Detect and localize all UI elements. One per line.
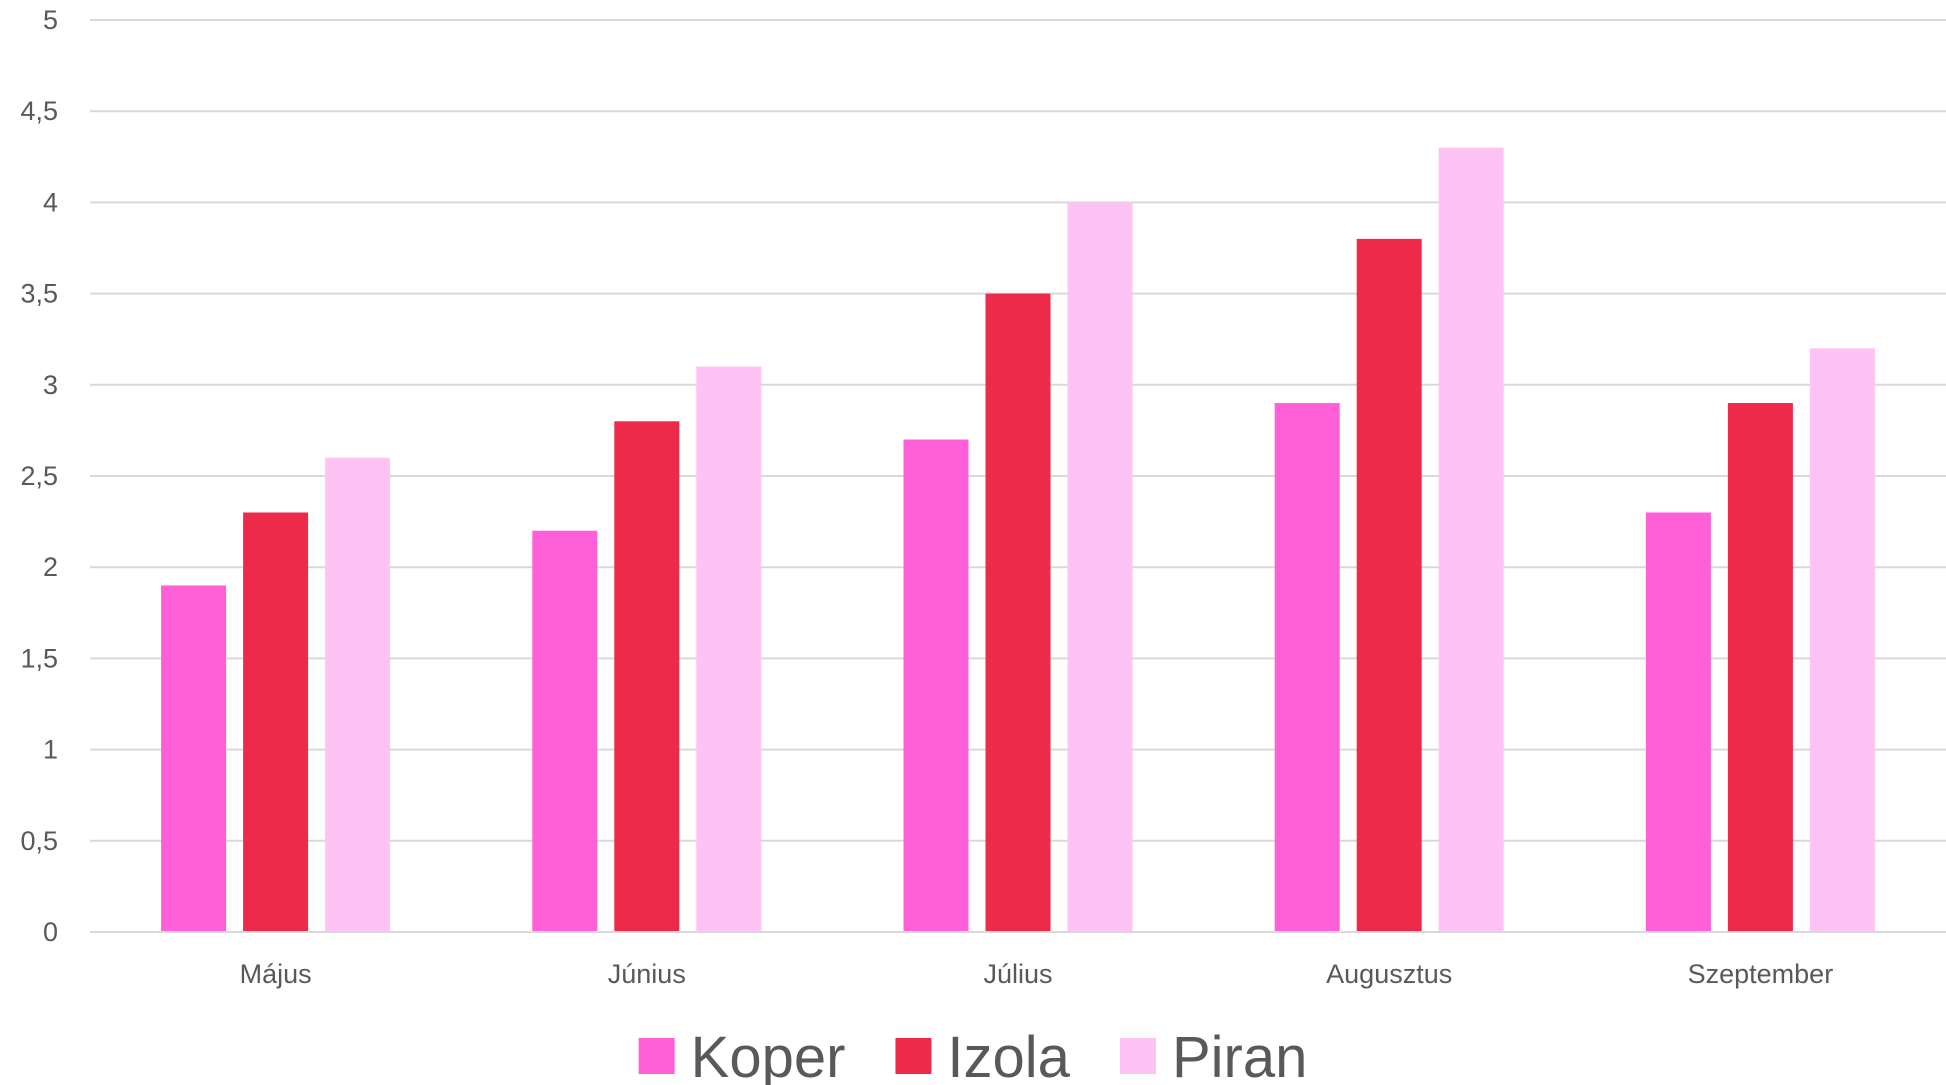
legend-label-piran: Piran — [1172, 1025, 1307, 1085]
legend-swatch-koper — [638, 1038, 675, 1074]
bar-koper-4 — [1645, 512, 1711, 932]
legend-swatch-izola — [895, 1038, 932, 1074]
y-axis: 0 0,5 1 1,5 2 2,5 3 3,5 4 4,5 5 — [20, 5, 58, 947]
y-tick-label: 4 — [43, 187, 58, 217]
bars — [161, 147, 1875, 933]
y-tick-label: 1,5 — [20, 643, 58, 673]
y-tick-label: 4,5 — [20, 96, 58, 126]
y-tick-label: 5 — [43, 5, 58, 35]
x-tick-label: Augusztus — [1326, 959, 1452, 989]
bar-izola-3 — [1356, 238, 1422, 932]
bar-koper-0 — [161, 585, 227, 932]
bar-piran-2 — [1067, 202, 1133, 932]
bar-piran-3 — [1438, 147, 1504, 932]
x-tick-label: Június — [608, 959, 686, 989]
legend-label-izola: Izola — [947, 1025, 1070, 1085]
bar-izola-2 — [985, 293, 1051, 933]
bar-koper-3 — [1274, 403, 1340, 932]
legend-label-koper: Koper — [691, 1025, 846, 1085]
y-tick-label: 1 — [43, 735, 58, 765]
bar-piran-0 — [325, 457, 391, 932]
y-tick-label: 3,5 — [20, 279, 58, 309]
x-axis: Május Június Július Augusztus Szeptember — [90, 931, 1946, 989]
bar-izola-4 — [1727, 403, 1793, 932]
bar-izola-1 — [614, 421, 680, 932]
x-tick-label: Július — [983, 959, 1052, 989]
legend: Koper Izola Piran — [638, 1025, 1307, 1085]
y-tick-label: 0 — [43, 917, 58, 947]
bar-piran-4 — [1809, 348, 1875, 932]
bar-izola-0 — [243, 512, 309, 932]
bar-piran-1 — [696, 366, 762, 932]
x-tick-label: Szeptember — [1688, 959, 1834, 989]
bar-koper-2 — [903, 439, 969, 932]
bar-koper-1 — [532, 530, 598, 932]
y-tick-label: 2 — [43, 552, 58, 582]
y-tick-label: 0,5 — [20, 826, 58, 856]
x-tick-label: Május — [240, 959, 312, 989]
y-tick-label: 3 — [43, 370, 58, 400]
legend-swatch-piran — [1119, 1038, 1156, 1074]
y-tick-label: 2,5 — [20, 461, 58, 491]
